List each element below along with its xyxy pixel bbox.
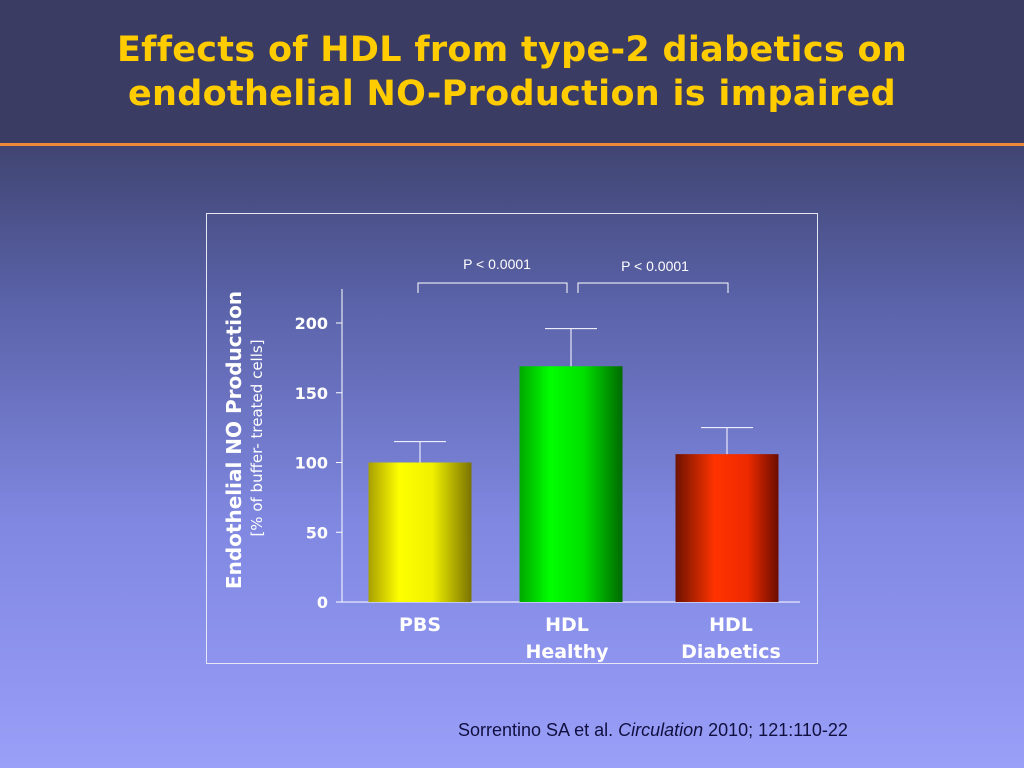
y-axis-title: Endothelial NO Production [222,291,246,589]
significance-bracket: P < 0.0001 [577,258,729,293]
error-bar [545,328,597,367]
x-tick-label: HDL Diabetics [681,614,781,663]
citation-authors: Sorrentino SA et al. [458,720,619,740]
y-tick-label: 0 [317,593,328,612]
citation: Sorrentino SA et al. Circulation 2010; 1… [458,720,848,741]
p-value-label: P < 0.0001 [463,256,531,272]
x-tick-label: HDL Healthy [525,614,609,663]
bar-hdl-diabetics [675,454,779,602]
error-bar [701,427,753,455]
error-bar [394,441,446,463]
title-line-2: endothelial NO-Production is impaired [127,74,896,114]
y-axis-unit: [% of buffer- treated cells] [248,339,266,536]
chart-frame [206,213,818,664]
y-tick-label: 50 [306,523,328,542]
y-axis: 0 50 100 150 200 [295,289,343,612]
significance-bracket: P < 0.0001 [417,256,568,293]
y-tick-label: 150 [295,384,328,403]
y-tick-label: 100 [295,454,328,473]
title-line-1: Effects of HDL from type-2 diabetics on [116,30,908,70]
p-value-label: P < 0.0001 [621,258,689,274]
y-tick-label: 200 [295,314,328,333]
citation-details: 2010; 121:110-22 [703,720,848,740]
title-band [0,0,1024,143]
citation-journal: Circulation [618,720,704,740]
title-divider [0,143,1024,146]
bar-pbs [368,462,472,602]
bar-hdl-healthy [519,366,623,602]
slide-title: Effects of HDL from type-2 diabetics on … [0,28,1024,116]
x-tick-label: PBS [399,614,441,636]
